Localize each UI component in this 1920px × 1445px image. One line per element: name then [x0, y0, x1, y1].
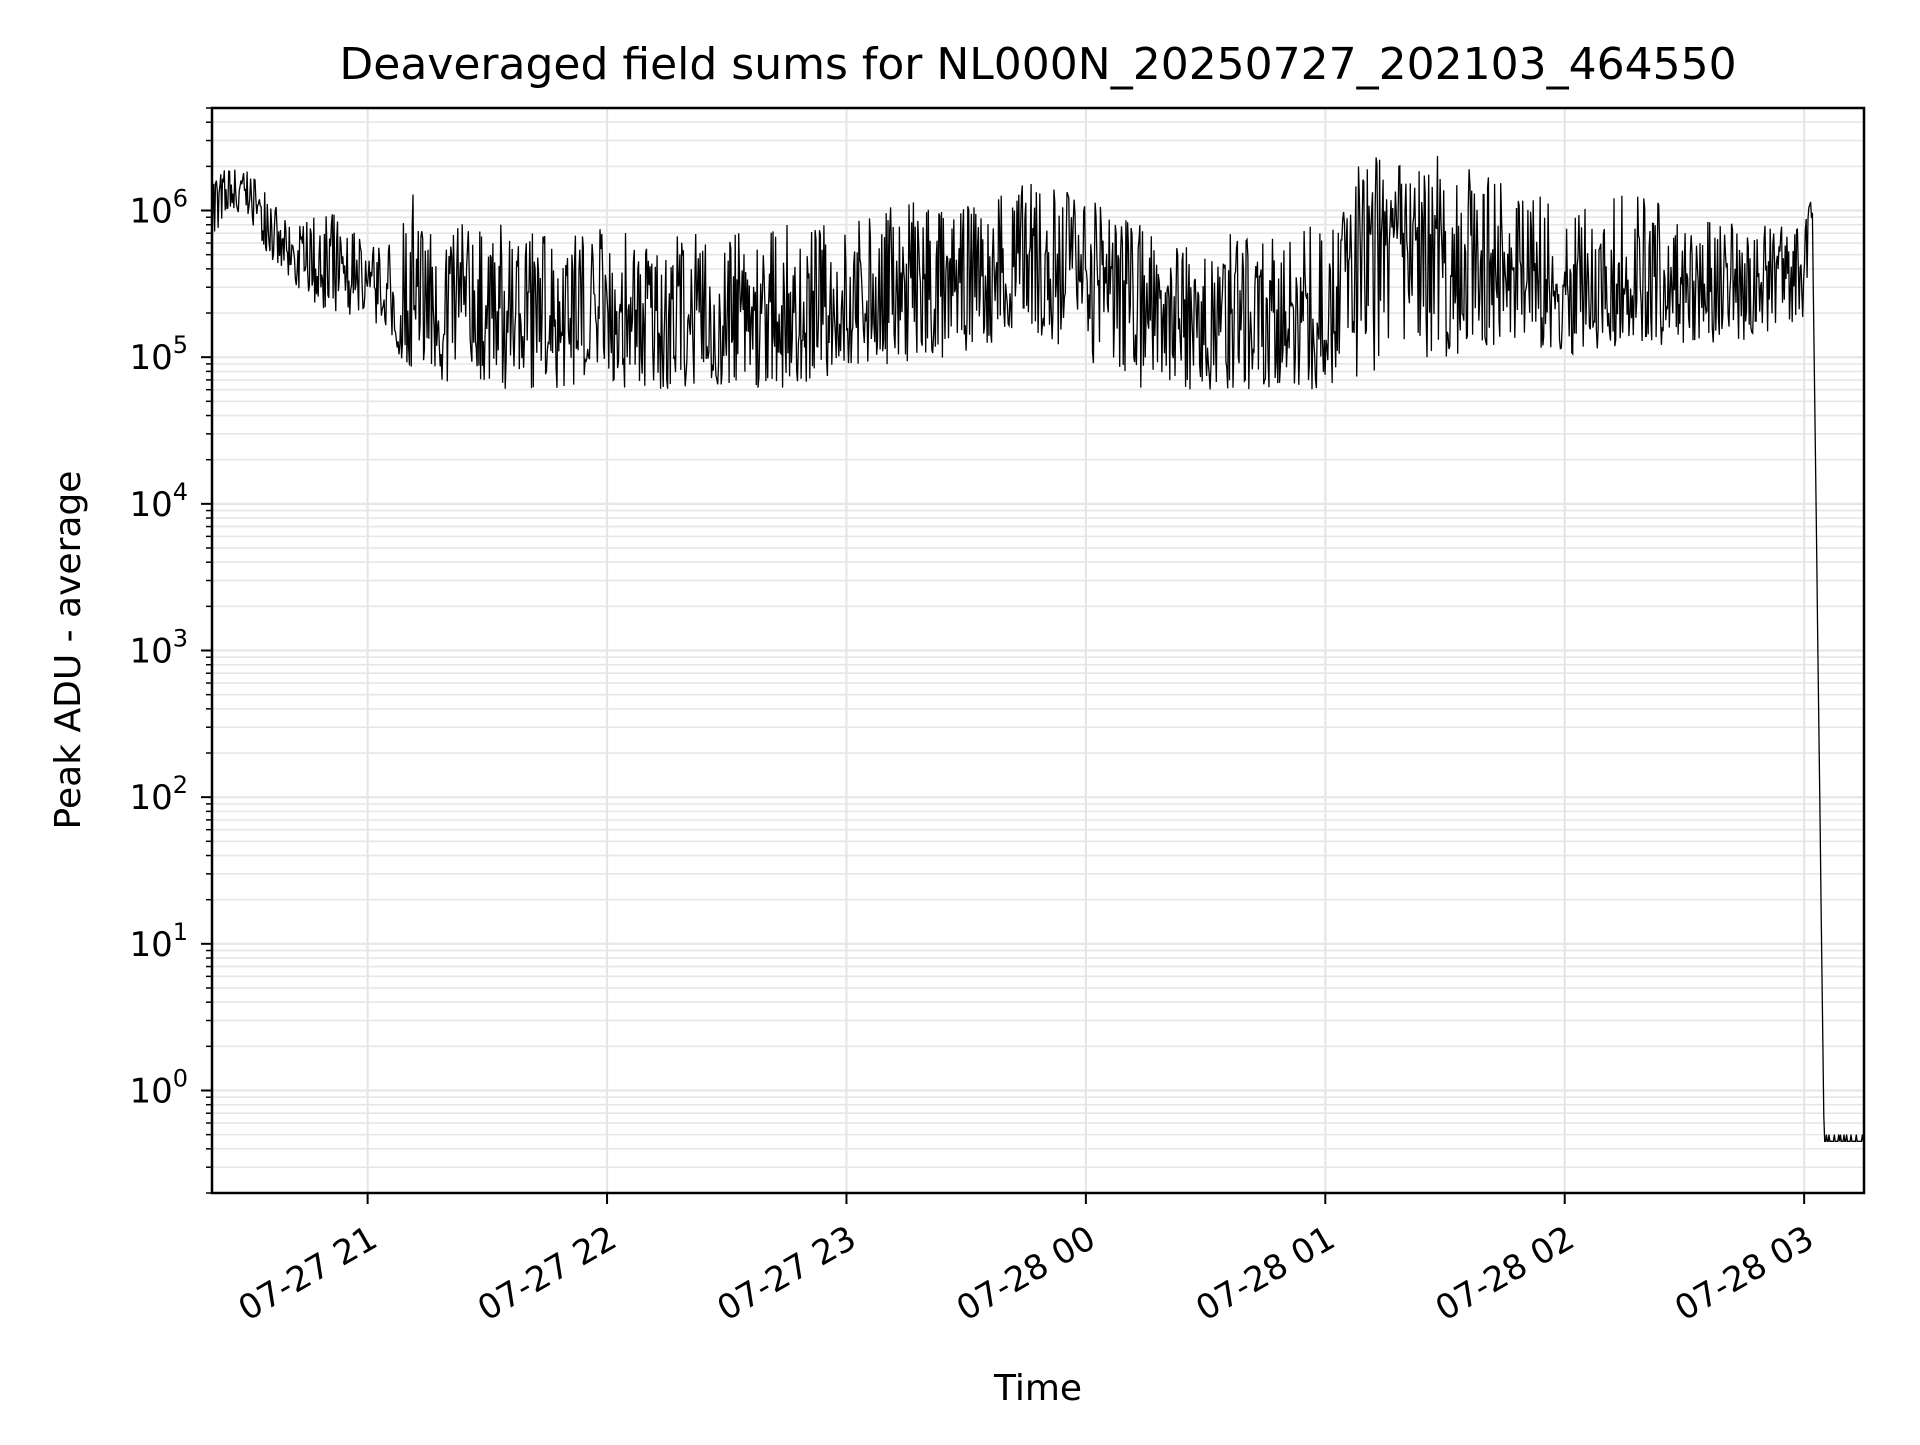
x-axis-label: Time [993, 1368, 1082, 1409]
x-tick-label: 07-27 23 [711, 1218, 863, 1329]
y-tick-label: 106 [129, 185, 188, 232]
y-tick-label: 101 [129, 918, 188, 965]
y-tick-label: 103 [129, 625, 188, 672]
x-tick-label: 07-28 00 [950, 1218, 1102, 1329]
series-line [211, 155, 1864, 1142]
x-tick-label: 07-28 02 [1429, 1218, 1581, 1329]
grid-lines [212, 107, 1864, 1194]
x-tick-label: 07-27 22 [471, 1218, 623, 1329]
y-axis-label: Peak ADU - average [48, 471, 89, 830]
y-tick-label: 100 [129, 1064, 188, 1111]
y-tick-label: 105 [129, 331, 188, 378]
x-tick-label: 07-28 01 [1189, 1218, 1341, 1329]
y-tick-label: 102 [129, 771, 188, 818]
series-layer [211, 155, 1864, 1142]
x-tick-label: 07-27 21 [232, 1218, 384, 1329]
chart-title: Deaveraged field sums for NL000N_2025072… [339, 39, 1736, 90]
x-tick-label: 07-28 03 [1668, 1218, 1820, 1329]
y-tick-label: 104 [129, 478, 188, 525]
